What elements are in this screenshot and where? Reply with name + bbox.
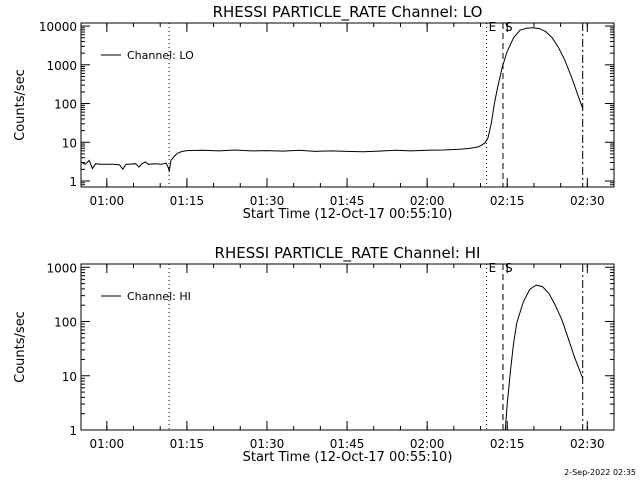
x-tick-label: 01:15 [170,437,205,451]
timestamp-label: 2-Sep-2022 02:35 [564,468,636,477]
plot-frame [80,263,615,431]
y-tick-label: 10 [62,370,77,384]
plot-frame [80,22,615,188]
series-line-hi [504,284,584,430]
y-tick-label: 10000 [39,20,77,34]
y-tick-label: 10 [62,136,77,150]
chart-title: RHESSI PARTICLE_RATE Channel: LO [213,3,483,22]
x-tick-label: 01:45 [330,194,365,208]
x-tick-label: 02:30 [570,194,605,208]
y-axis-label: Counts/sec [13,69,28,141]
x-tick-label: 02:00 [410,194,445,208]
x-tick-label: 02:00 [410,437,445,451]
y-tick-label: 1000 [46,59,77,73]
marker-label-e: E [489,20,497,34]
x-tick-label: 02:15 [490,194,525,208]
series-line-lo [81,27,584,172]
y-tick-label: 1 [69,424,77,438]
x-tick-label: 01:30 [250,437,285,451]
y-tick-label: 1000 [46,261,77,275]
legend-label: Channel: LO [127,49,194,62]
x-tick-label: 01:30 [250,194,285,208]
marker-label-s: S [505,20,513,34]
x-tick-label: 02:15 [490,437,525,451]
chart-panel-hi: RHESSI PARTICLE_RATE Channel: HI 1 10 100 10… [13,244,615,465]
y-tick-label: 100 [54,98,77,112]
chart-title: RHESSI PARTICLE_RATE Channel: HI [215,244,481,263]
chart-panel-lo: RHESSI PARTICLE_RATE Channel: LO 1 10 100 10… [13,3,615,222]
x-tick-label: 02:30 [570,437,605,451]
y-axis-label: Counts/sec [13,311,28,383]
marker-label-s: S [505,261,513,275]
y-tick-label: 1 [69,175,77,189]
x-axis-label: Start Time (12-Oct-17 00:55:10) [243,450,453,465]
x-axis-label: Start Time (12-Oct-17 00:55:10) [243,207,453,222]
marker-label-e: E [489,261,497,275]
x-tick-label: 01:00 [90,194,125,208]
y-tick-label: 100 [54,316,77,330]
x-tick-label: 01:00 [90,437,125,451]
x-tick-label: 01:45 [330,437,365,451]
x-tick-label: 01:15 [170,194,205,208]
legend-label: Channel: HI [127,290,191,303]
